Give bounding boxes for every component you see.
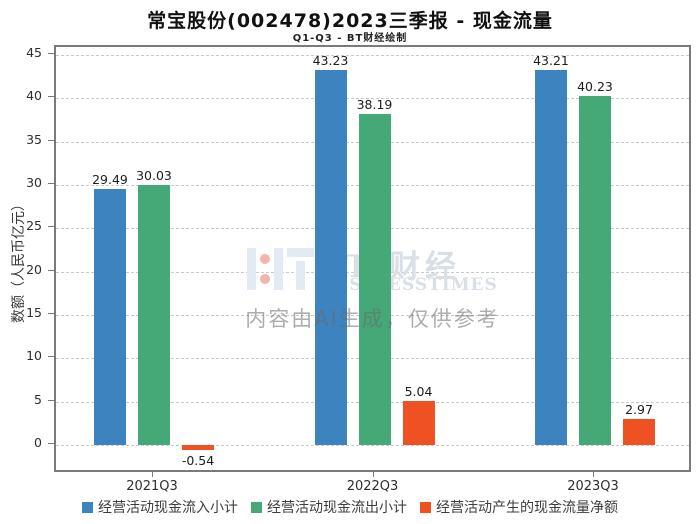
y-tick-mark — [48, 226, 54, 228]
bar-value-label: 43.21 — [533, 53, 569, 69]
y-tick-mark — [48, 356, 54, 358]
y-tick-label: 30 — [26, 174, 42, 190]
legend-item-1: 经营活动现金流入小计 — [82, 497, 238, 517]
legend-label: 经营活动现金流出小计 — [267, 500, 407, 516]
bt-bars-logo-icon — [247, 246, 317, 292]
bar-2023Q3-series-2 — [579, 96, 611, 445]
bar-value-label: 40.23 — [577, 79, 613, 95]
legend: 经营活动现金流入小计 经营活动现金流出小计 经营活动产生的现金流量净额 — [0, 497, 700, 517]
gridline-y-45 — [56, 54, 689, 56]
bar-value-label: 38.19 — [356, 97, 393, 112]
legend-item-3: 经营活动产生的现金流量净额 — [420, 497, 618, 517]
chart-title: 常宝股份(002478)2023三季报 - 现金流量 — [147, 10, 553, 32]
plot-area: BT 财经 BUSINESSTIMES 内容由AI生成，仅供参考 29.4930… — [54, 45, 691, 472]
bar-value-label: 29.49 — [92, 172, 128, 188]
y-tick-mark — [48, 312, 54, 314]
y-tick-mark — [48, 96, 54, 98]
bar-value-label: 5.04 — [404, 384, 433, 400]
bar-2023Q3-series-1 — [535, 70, 567, 445]
y-tick-label: 20 — [26, 261, 42, 277]
y-tick-label: 35 — [26, 131, 42, 147]
x-tick-label-2023Q3: 2023Q3 — [567, 479, 619, 494]
x-tick-mark — [372, 471, 374, 477]
x-tick-label-2022Q3: 2022Q3 — [346, 479, 399, 494]
chart-subtitle: Q1-Q3 - BT财经绘制 — [292, 33, 408, 44]
bar-2022Q3-series-2 — [358, 114, 391, 445]
y-tick-mark — [48, 443, 54, 444]
bar-value-label: 30.03 — [136, 167, 172, 183]
y-tick-label: 45 — [26, 44, 42, 60]
legend-swatch-icon — [251, 501, 262, 513]
x-tick-label-2021Q3: 2021Q3 — [126, 479, 178, 494]
x-tick-mark — [593, 471, 594, 477]
y-tick-mark — [48, 52, 54, 54]
legend-swatch-icon — [82, 501, 93, 513]
legend-label: 经营活动现金流入小计 — [98, 500, 238, 516]
legend-swatch-icon — [420, 501, 431, 513]
legend-item-2: 经营活动现金流出小计 — [251, 497, 407, 517]
bar-2021Q3-series-3 — [182, 445, 214, 450]
y-tick-label: 10 — [26, 348, 42, 364]
y-tick-mark — [48, 182, 54, 184]
bar-value-label: -0.54 — [181, 452, 215, 468]
x-tick-mark — [152, 471, 153, 477]
legend-label: 经营活动产生的现金流量净额 — [436, 500, 618, 516]
bar-value-label: 43.23 — [312, 53, 349, 69]
y-tick-mark — [48, 399, 54, 401]
bar-2022Q3-series-3 — [402, 401, 435, 445]
bar-2021Q3-series-2 — [138, 184, 170, 445]
bar-2023Q3-series-3 — [623, 419, 655, 445]
y-tick-label: 40 — [26, 88, 42, 104]
bar-value-label: 2.97 — [625, 402, 653, 418]
y-tick-mark — [48, 269, 54, 271]
y-tick-mark — [48, 139, 54, 141]
gridline-y-40 — [56, 98, 689, 100]
bar-2021Q3-series-1 — [94, 189, 126, 445]
bar-2022Q3-series-1 — [314, 70, 347, 445]
y-tick-label: 15 — [26, 304, 42, 320]
ai-generated-notice: 内容由AI生成，仅供参考 — [245, 307, 500, 331]
y-tick-label: 5 — [34, 391, 42, 407]
y-tick-label: 25 — [26, 218, 42, 234]
gridline-y-0 — [56, 445, 689, 446]
y-tick-label: 0 — [34, 435, 42, 450]
